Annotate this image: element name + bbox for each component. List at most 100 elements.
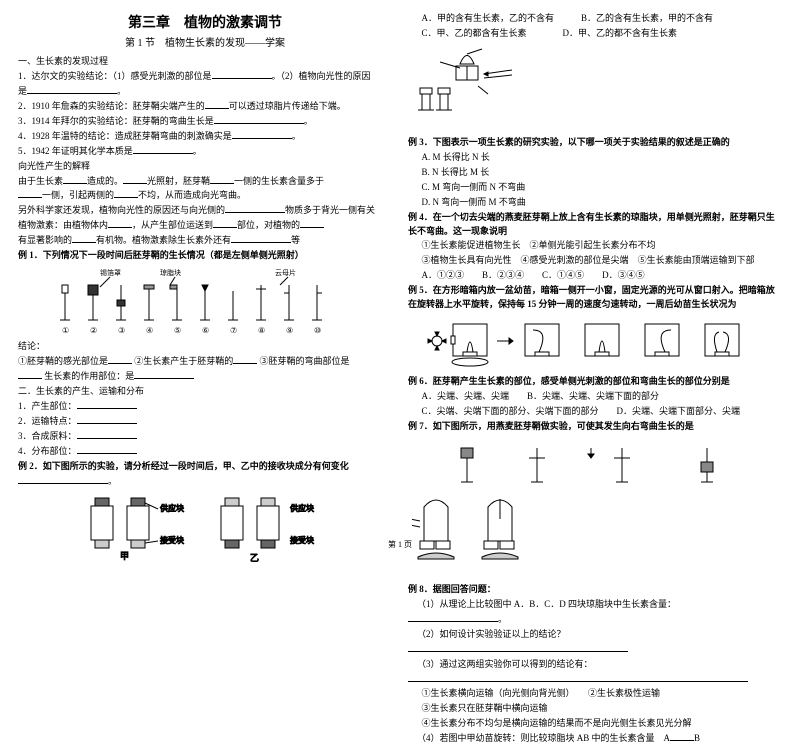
- text-line: 植物激素：由植物体内，从产生部位运送到部位，对植物的: [18, 219, 392, 233]
- text: ③植物生长具有向光性: [422, 255, 512, 265]
- text: 。: [193, 146, 202, 156]
- fill-blank: [300, 219, 324, 228]
- fill-blank: [210, 175, 234, 184]
- svg-text:胚芽鞘: 胚芽鞘: [456, 505, 480, 515]
- figure-ex5: 光源 小窗 A: [408, 316, 782, 372]
- text-line: ①胚芽鞘的感光部位是 ②生长素产生于胚芽鞘的 ③胚芽鞘的弯曲部位是: [18, 355, 392, 369]
- text: 。: [498, 614, 507, 624]
- svg-text:甲: 甲: [414, 508, 423, 517]
- svg-text:琼脂块: 琼脂块: [490, 91, 512, 99]
- text-line: 1．产生部位：: [18, 400, 392, 414]
- text: 。（2）植物向光性的原因: [272, 71, 371, 81]
- text-line: 3．合成原料：: [18, 430, 392, 444]
- example-label: 例 3．下图表示一项生长素的研究实验，以下哪一项关于实验结果的叙述是正确的: [408, 136, 782, 150]
- svg-text:D: D: [719, 361, 725, 370]
- svg-text:锡箔: 锡箔: [441, 450, 457, 460]
- fill-blank: [408, 643, 628, 652]
- fill-blank: [27, 85, 117, 94]
- figure-ex1: 锡箔罩 琼脂块 云母片: [18, 267, 392, 337]
- option: B. N 长得比 M 长: [408, 166, 782, 180]
- text: 另外科学家还发现，植物向光性的原因还与向光侧的: [18, 205, 225, 215]
- svg-text:N: N: [441, 114, 446, 122]
- text: 物质多于背光一侧有关: [285, 205, 375, 215]
- option: C. M 弯向一侧而 N 不弯曲: [408, 181, 782, 195]
- svg-text:③: ③: [118, 326, 125, 335]
- page-number: 第 1 页: [0, 539, 800, 550]
- text-line: 有显著影响的有机物。植物激素除生长素外还有等: [18, 234, 392, 248]
- conclusion-label: 结论：: [18, 340, 392, 354]
- fill-blank: [108, 219, 132, 228]
- fill-blank: [133, 145, 193, 154]
- fill-blank: [63, 175, 87, 184]
- text-line: ①生长素能促进植物生长 ②单侧光能引起生长素分布不均: [408, 239, 782, 253]
- svg-text:A: A: [539, 361, 545, 370]
- blank-line: [408, 673, 782, 687]
- svg-text:N: N: [470, 70, 475, 78]
- example-label: 例 4．在一个切去尖端的燕麦胚芽鞘上放上含有生长素的琼脂块，用单侧光照射，胚芽鞘…: [408, 211, 782, 239]
- fill-blank: [408, 613, 498, 622]
- text-line: 生长素的作用部位：是: [18, 370, 392, 384]
- text: C．尖端、尖端下面的部分、尖端下面的部分: [422, 406, 599, 416]
- text: 造成的。: [87, 176, 123, 186]
- option-row: ①生长素横向运输（向光侧向背光侧） ②生长素极性运输: [408, 687, 782, 701]
- text: ③生长素只在胚芽鞘中横向运输: [422, 703, 548, 713]
- fill-blank: [18, 189, 42, 198]
- svg-text:光源: 光源: [427, 352, 443, 362]
- text-line: 4．1928 年温特的结论：造成胚芽鞘弯曲的刺激确实是。: [18, 130, 392, 144]
- svg-text:C: C: [620, 487, 625, 496]
- text: C．甲、乙的都含有生长素: [422, 28, 527, 38]
- svg-text:供应块: 供应块: [290, 503, 314, 513]
- text: 有机物。植物激素除生长素外还有: [96, 235, 231, 245]
- fill-blank: [72, 234, 96, 243]
- fill-blank: [214, 115, 304, 124]
- text: A．甲的含有生长素，乙的不含有: [422, 13, 555, 23]
- svg-text:C: C: [659, 361, 664, 370]
- text: 一侧的生长素含量多于: [234, 176, 324, 186]
- text: 2．运输特点：: [18, 416, 77, 426]
- option-row: ③生长素只在胚芽鞘中横向运输: [408, 702, 782, 716]
- text-line: 2．1910 年詹森的实验结论：胚芽鞘尖端产生的可以透过琼脂片传递给下端。: [18, 100, 392, 114]
- svg-text:的胚芽鞘: 的胚芽鞘: [450, 117, 478, 126]
- text-line: 。: [18, 475, 392, 489]
- svg-text:②: ②: [90, 326, 97, 335]
- blank-line: [408, 643, 782, 657]
- fill-blank: [77, 445, 137, 454]
- text-line: （3）通过这两组实验你可以得到的结论有：: [408, 658, 782, 672]
- fill-blank: [77, 430, 137, 439]
- example-label: 例 1．下列情况下一段时间后胚芽鞘的生长情况（都是左侧单侧光照射）: [18, 249, 392, 263]
- text: B．②③④: [482, 270, 524, 280]
- svg-text:B: B: [535, 487, 540, 496]
- svg-text:④: ④: [146, 326, 153, 335]
- text: 可以透过琼脂片传递给下端。: [229, 101, 346, 111]
- text-line: （4）若图中甲幼苗旋转：则比较琼脂块 AB 中的生长素含量 AB: [408, 732, 782, 746]
- text-line: 是。: [18, 85, 392, 99]
- text-line: 另外科学家还发现，植物向光性的原因还与向光侧的 物质多于背光一侧有关: [18, 204, 392, 218]
- chapter-title: 第三章 植物的激素调节: [18, 12, 392, 32]
- text: D．③④⑤: [602, 270, 645, 280]
- option: D. N 弯向一侧而 M 不弯曲: [408, 196, 782, 210]
- text-line: 2．运输特点：: [18, 415, 392, 429]
- svg-text:玻璃片: 玻璃片: [414, 58, 436, 66]
- text-line: ③植物生长具有向光性 ④感受光刺激的部位是尖端 ⑤生长素能由顶端运输到下部: [408, 254, 782, 268]
- svg-text:A: A: [465, 487, 471, 496]
- svg-text:⑨: ⑨: [286, 326, 293, 335]
- svg-text:⑧: ⑧: [258, 326, 265, 335]
- text: D．甲、乙的都不含有生长素: [563, 28, 678, 38]
- text-line: 一侧，引起两侧的不均，从而造成向光弯曲。: [18, 189, 392, 203]
- section-heading: 一、生长素的发现过程: [18, 55, 392, 69]
- text-line: 向光性产生的解释: [18, 160, 392, 174]
- fill-blank: [134, 370, 194, 379]
- fill-blank: [114, 189, 138, 198]
- svg-text:切除尖端: 切除尖端: [450, 107, 478, 116]
- text: A．①②③: [422, 270, 465, 280]
- right-column: A．甲的含有生长素，乙的不含有 B．乙的含有生长素，甲的不含有 C．甲、乙的都含…: [408, 12, 782, 532]
- text: ②生长素极性运输: [588, 688, 660, 698]
- text: 1．产生部位：: [18, 401, 77, 411]
- text: 不均，从而造成向光弯曲。: [138, 190, 246, 200]
- fill-blank: [18, 475, 108, 484]
- svg-text:云母片: 云母片: [632, 452, 656, 462]
- figure-ex7: 光 锡箔 A 玻璃片 B: [408, 438, 782, 496]
- svg-text:B: B: [599, 361, 604, 370]
- fill-blank: [233, 355, 257, 364]
- text: （4）若图中甲幼苗旋转：则比较琼脂块 AB 中的生长素含量: [417, 733, 655, 743]
